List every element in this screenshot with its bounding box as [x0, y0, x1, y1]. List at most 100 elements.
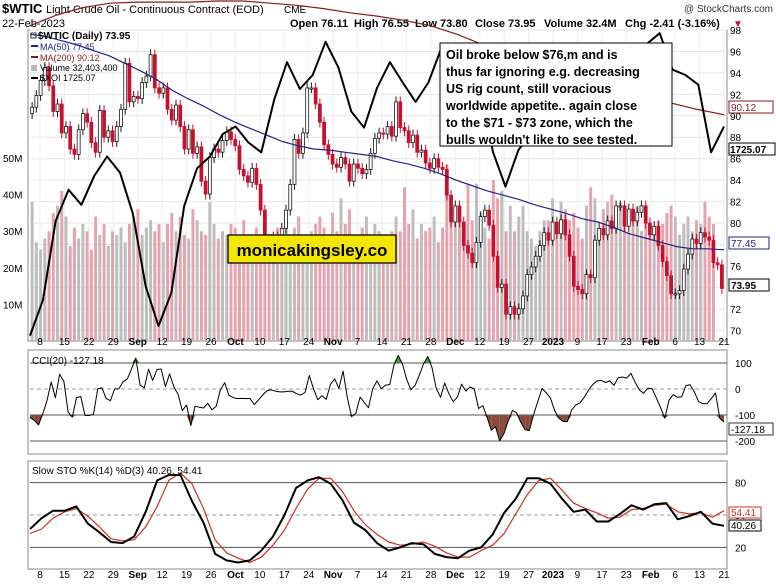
- volume-bar: [85, 231, 89, 341]
- cci-fill: [499, 415, 504, 441]
- cci-panel: -200 -100 0 100: [29, 355, 755, 448]
- candle-down: [322, 121, 326, 146]
- candle-down: [470, 252, 475, 264]
- candle-up: [478, 216, 483, 243]
- candle-down: [59, 103, 64, 134]
- cci-fill: [34, 415, 39, 425]
- volume-bar: [284, 223, 288, 341]
- candle-up: [81, 113, 85, 131]
- volume-bar: [221, 231, 225, 341]
- volume-bar: [331, 212, 335, 341]
- volume-bar: [695, 220, 698, 341]
- volume-bar: [356, 242, 360, 341]
- volume-bar: [707, 216, 711, 341]
- candle-down: [68, 126, 73, 150]
- volume-bar: [449, 194, 453, 341]
- candle-up: [474, 241, 479, 264]
- volume-bar: [119, 227, 123, 341]
- change-down-arrow-icon: ▼: [733, 19, 743, 30]
- candle-down: [343, 157, 348, 165]
- volume-bar: [424, 231, 428, 341]
- time-tick-label: 6: [672, 570, 678, 581]
- volume-bar: [98, 234, 102, 341]
- price-candles: [30, 49, 724, 320]
- candle-up: [559, 219, 563, 235]
- price-tick-label: 84: [730, 176, 742, 187]
- candle-down: [715, 262, 720, 266]
- time-tick-label: 22: [83, 337, 95, 348]
- cci-fill: [715, 415, 720, 419]
- candle-up: [639, 205, 644, 213]
- volume-bar: [102, 223, 106, 341]
- stoch-tick-label: 20: [735, 543, 747, 554]
- time-tick-label: 7: [355, 570, 361, 581]
- time-tick-label: 17: [596, 337, 608, 348]
- candle-up: [516, 308, 521, 315]
- candle-down: [47, 67, 51, 87]
- axis-labels: 7072747678808284868890929496988815152222…: [3, 26, 742, 581]
- candle-down: [169, 108, 174, 121]
- candle-up: [533, 255, 538, 268]
- volume-bar: [610, 194, 614, 341]
- stoch-d-tag: 40.26: [731, 521, 756, 532]
- price-tick-label: 82: [730, 198, 742, 209]
- time-tick-label: 13: [694, 570, 706, 581]
- volume-bar: [394, 216, 398, 341]
- volume-bar: [601, 209, 605, 341]
- candle-down: [720, 264, 724, 289]
- cci-fill: [520, 415, 526, 430]
- ma200-tag-box: [728, 100, 774, 114]
- candle-up: [195, 146, 200, 154]
- candle-up: [525, 274, 530, 297]
- volume-bar: [322, 227, 326, 341]
- stoch-title: Slow STO %K(14) %D(3) 40.26, 54.41: [32, 466, 203, 477]
- candle-down: [381, 132, 386, 135]
- candle-up: [499, 283, 504, 288]
- time-tick-label: 26: [205, 570, 217, 581]
- candle-up: [220, 140, 225, 153]
- candle-down: [127, 62, 132, 103]
- candle-up: [673, 293, 678, 296]
- volume-bar: [640, 231, 643, 341]
- volume-bar: [618, 201, 622, 341]
- candle-up: [106, 130, 111, 138]
- volume-bar: [216, 238, 220, 341]
- candle-down: [609, 220, 614, 229]
- candle-up: [351, 163, 356, 182]
- volume-bar: [627, 231, 631, 341]
- time-tick-label: 10: [254, 337, 266, 348]
- candle-up: [698, 232, 703, 244]
- candle-up: [677, 290, 682, 295]
- volume-bar: [229, 223, 233, 341]
- volume-bar: [635, 205, 639, 341]
- candle-up: [593, 239, 597, 279]
- copyright-label: @ StockCharts.com: [684, 4, 773, 15]
- volume-bar: [686, 216, 690, 341]
- cci-fill: [495, 415, 500, 441]
- time-tick-label: 13: [694, 337, 706, 348]
- volume-bar: [386, 234, 390, 341]
- candle-up: [626, 208, 631, 227]
- volume-bar: [47, 231, 51, 341]
- time-tick-label: Dec: [446, 337, 465, 348]
- volume-bar: [153, 231, 157, 341]
- volume-bar: [453, 220, 457, 341]
- legend-swatch-volume: [31, 65, 37, 71]
- candle-down: [229, 131, 233, 140]
- time-tick-label: Feb: [642, 570, 660, 581]
- candle-up: [529, 266, 534, 275]
- candle-up: [419, 149, 424, 153]
- candle-up: [368, 152, 373, 170]
- legend-ma50: MA(50) 77.45: [40, 42, 95, 52]
- candle-down: [389, 126, 394, 137]
- candle-down: [203, 180, 208, 195]
- volume-bar: [288, 242, 292, 341]
- volume-bar: [132, 216, 136, 341]
- price-tick-label: 98: [730, 26, 742, 37]
- candle-down: [398, 101, 403, 128]
- volume-bar: [466, 183, 470, 341]
- price-tick-label: 94: [730, 69, 742, 80]
- volume-bar: [140, 234, 144, 341]
- volume-bar: [64, 216, 68, 341]
- cci-fill: [525, 415, 530, 431]
